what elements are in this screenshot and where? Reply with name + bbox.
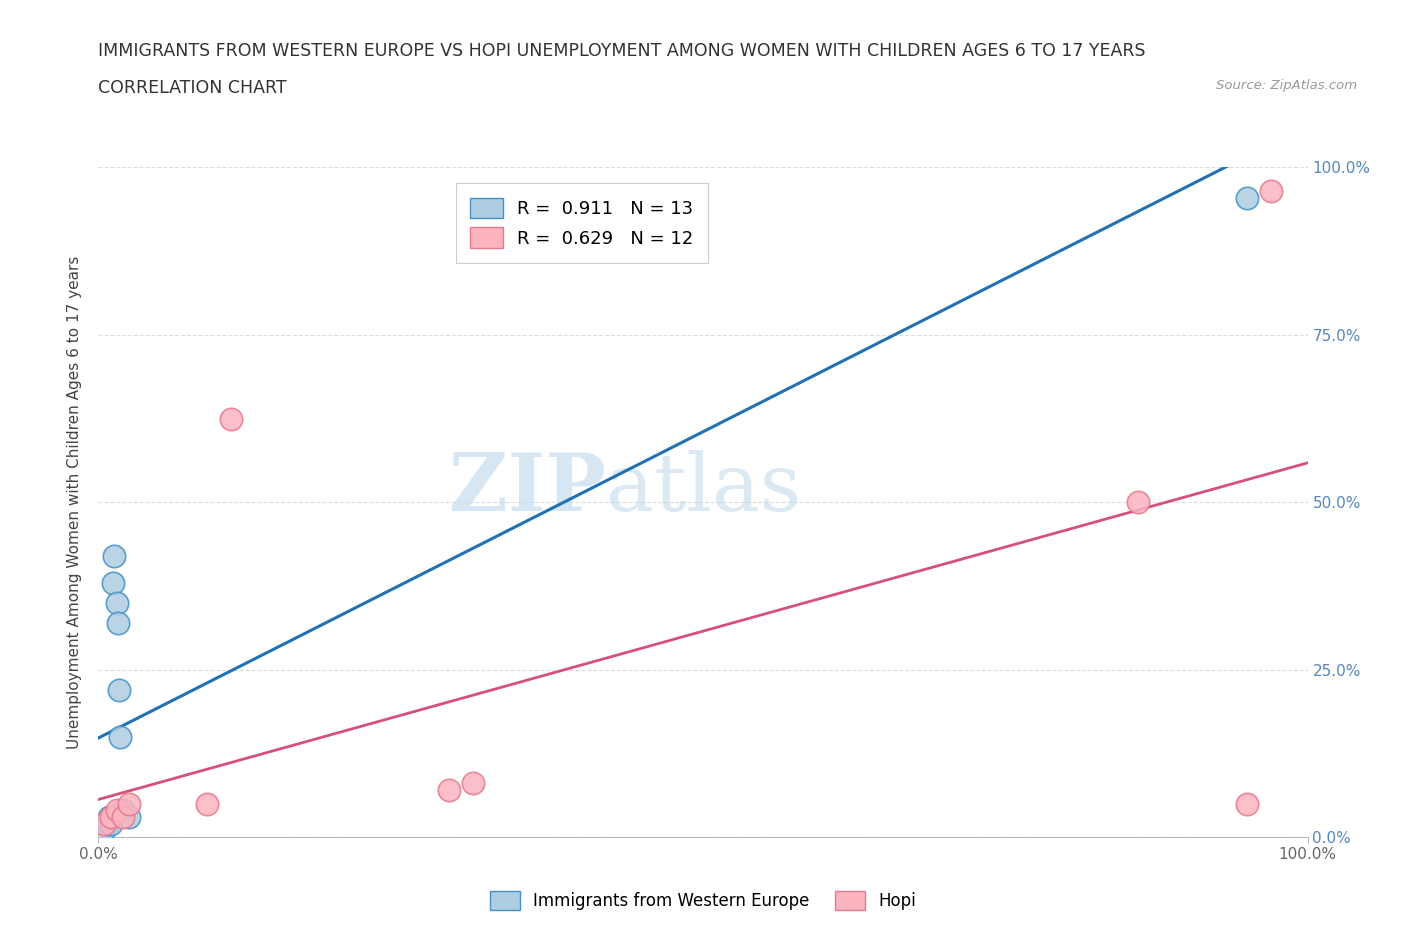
Point [195, 796, 218, 811]
Point [118, 809, 141, 824]
Point [101, 575, 124, 590]
Text: Source: ZipAtlas.com: Source: ZipAtlas.com [1216, 79, 1357, 92]
Point [1236, 190, 1258, 205]
Text: atlas: atlas [606, 450, 801, 528]
Point [103, 549, 125, 564]
Text: CORRELATION CHART: CORRELATION CHART [98, 79, 287, 97]
Legend: R =  0.911   N = 13, R =  0.629   N = 12: R = 0.911 N = 13, R = 0.629 N = 12 [456, 183, 709, 263]
Point [437, 783, 460, 798]
Point [100, 809, 122, 824]
Point [93, 817, 115, 831]
Point [111, 809, 134, 824]
Legend: Immigrants from Western Europe, Hopi: Immigrants from Western Europe, Hopi [484, 884, 922, 917]
Text: IMMIGRANTS FROM WESTERN EUROPE VS HOPI UNEMPLOYMENT AMONG WOMEN WITH CHILDREN AG: IMMIGRANTS FROM WESTERN EUROPE VS HOPI U… [98, 42, 1146, 60]
Point [1260, 183, 1282, 198]
Point [118, 796, 141, 811]
Point [221, 411, 243, 426]
Point [107, 616, 129, 631]
Point [108, 729, 131, 744]
Point [93, 823, 115, 838]
Point [108, 683, 131, 698]
Point [105, 803, 128, 817]
Point [111, 803, 134, 817]
Point [463, 776, 485, 790]
Point [97, 817, 120, 831]
Y-axis label: Unemployment Among Women with Children Ages 6 to 17 years: Unemployment Among Women with Children A… [67, 256, 83, 749]
Point [1128, 495, 1150, 510]
Point [1236, 796, 1258, 811]
Point [105, 595, 128, 610]
Point [98, 809, 121, 824]
Point [100, 817, 122, 831]
Text: ZIP: ZIP [450, 450, 606, 528]
